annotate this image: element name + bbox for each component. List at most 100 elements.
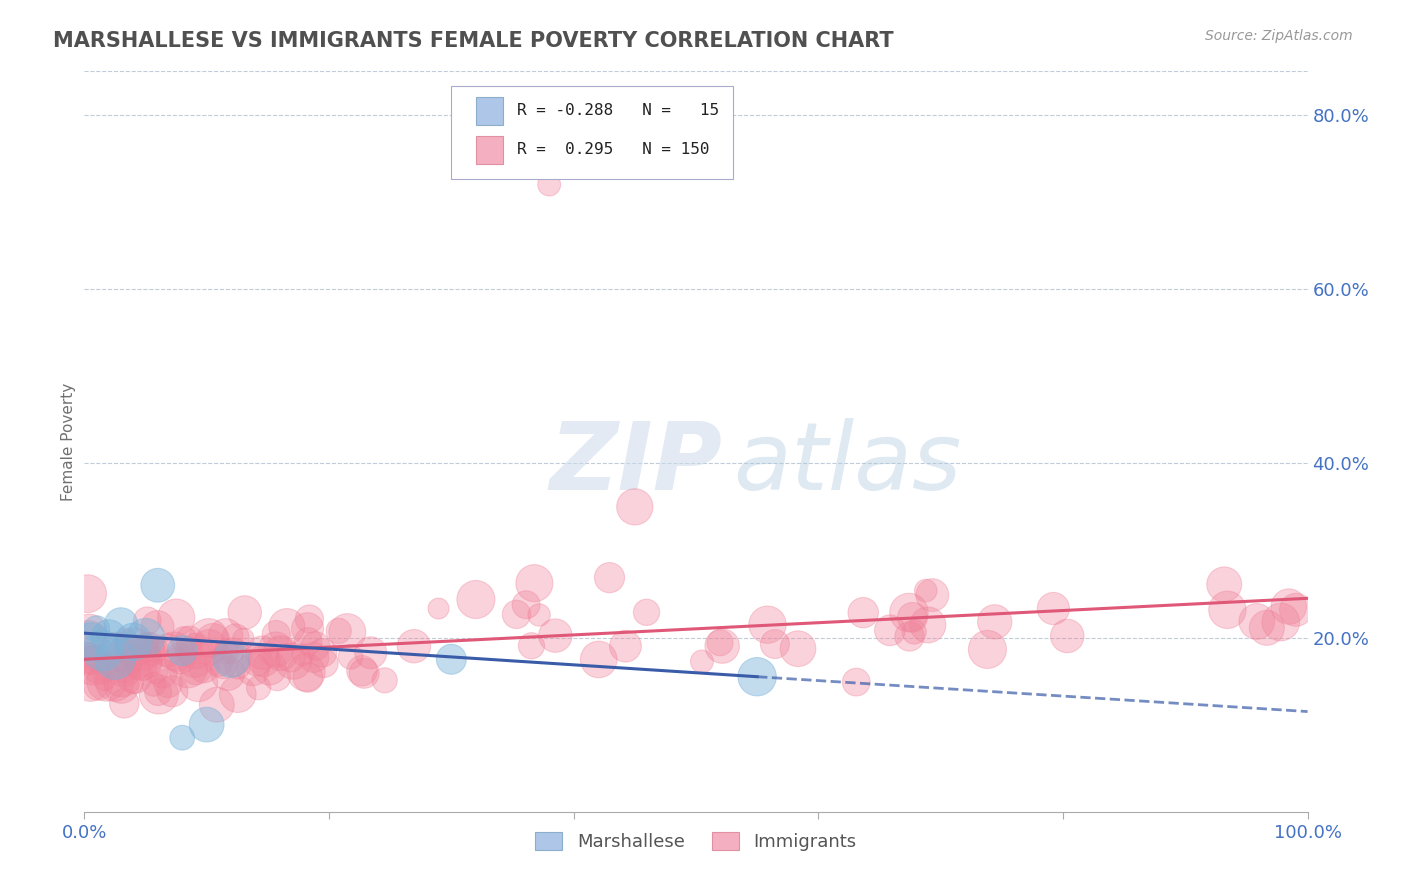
Point	[215, 629, 238, 643]
Point	[143, 642, 166, 657]
Point	[921, 588, 943, 602]
Point	[112, 662, 135, 676]
Point	[709, 636, 731, 650]
Point	[464, 592, 486, 607]
Point	[198, 640, 221, 655]
Point	[690, 655, 713, 669]
Point	[901, 610, 924, 624]
Point	[135, 631, 157, 645]
Point	[879, 624, 901, 638]
Point	[82, 658, 104, 673]
Point	[141, 645, 163, 659]
Point	[264, 627, 287, 641]
Point	[169, 651, 191, 665]
Point	[136, 614, 159, 628]
Point	[756, 617, 779, 632]
Point	[283, 654, 305, 668]
Point	[197, 631, 219, 645]
Text: Source: ZipAtlas.com: Source: ZipAtlas.com	[1205, 29, 1353, 43]
Point	[636, 605, 658, 619]
Text: atlas: atlas	[733, 418, 960, 509]
Point	[219, 652, 242, 666]
Point	[177, 661, 200, 675]
Point	[898, 630, 921, 644]
Point	[152, 666, 174, 681]
Point	[402, 639, 425, 653]
Point	[112, 696, 135, 710]
Point	[86, 651, 108, 665]
Text: R = -0.288   N =   15: R = -0.288 N = 15	[517, 103, 720, 118]
Point	[110, 617, 132, 632]
Y-axis label: Female Poverty: Female Poverty	[60, 383, 76, 500]
Point	[193, 661, 215, 675]
Point	[111, 642, 134, 657]
Point	[247, 681, 270, 695]
Point	[122, 635, 145, 649]
Point	[156, 643, 179, 657]
Point	[77, 650, 100, 665]
Point	[145, 665, 167, 679]
Point	[297, 634, 319, 648]
Point	[104, 640, 127, 655]
Point	[226, 659, 249, 673]
Point	[79, 675, 101, 690]
Point	[91, 643, 114, 657]
Point	[298, 612, 321, 626]
Point	[624, 500, 647, 514]
Point	[983, 615, 1005, 629]
Point	[914, 583, 936, 598]
Point	[172, 643, 194, 657]
Point	[132, 647, 155, 661]
Text: MARSHALLESE VS IMMIGRANTS FEMALE POVERTY CORRELATION CHART: MARSHALLESE VS IMMIGRANTS FEMALE POVERTY…	[53, 31, 894, 51]
Point	[845, 675, 868, 690]
Point	[538, 178, 561, 192]
Point	[295, 665, 318, 680]
Legend: Marshallese, Immigrants: Marshallese, Immigrants	[529, 824, 863, 858]
Point	[297, 670, 319, 684]
Point	[747, 670, 769, 684]
Point	[111, 670, 134, 684]
Point	[339, 649, 361, 664]
Point	[77, 652, 100, 666]
Point	[104, 674, 127, 689]
Point	[505, 607, 527, 622]
Point	[208, 656, 231, 670]
Point	[903, 625, 925, 640]
Point	[104, 652, 127, 666]
Point	[226, 687, 249, 701]
Point	[233, 606, 256, 620]
Point	[165, 610, 187, 624]
Point	[122, 676, 145, 690]
Point	[76, 587, 98, 601]
Point	[544, 629, 567, 643]
Point	[139, 640, 162, 655]
Point	[173, 632, 195, 647]
Point	[1042, 601, 1064, 615]
Point	[259, 661, 281, 675]
Point	[77, 632, 100, 647]
Point	[917, 618, 939, 632]
Point	[1216, 603, 1239, 617]
Point	[184, 662, 207, 676]
Point	[250, 646, 273, 660]
Point	[110, 679, 132, 693]
Point	[136, 637, 159, 651]
Bar	[475, 136, 503, 164]
Point	[162, 684, 184, 698]
Point	[97, 631, 120, 645]
Point	[1246, 615, 1268, 629]
Point	[146, 578, 169, 592]
Text: R =  0.295   N = 150: R = 0.295 N = 150	[517, 142, 710, 157]
Point	[599, 571, 621, 585]
Point	[146, 685, 169, 699]
Point	[440, 652, 463, 666]
Point	[976, 642, 998, 657]
Point	[212, 658, 235, 673]
Point	[77, 625, 100, 640]
Point	[297, 622, 319, 636]
Point	[131, 659, 153, 673]
Point	[588, 652, 610, 666]
Point	[711, 639, 734, 653]
Point	[253, 653, 276, 667]
Point	[124, 640, 146, 654]
